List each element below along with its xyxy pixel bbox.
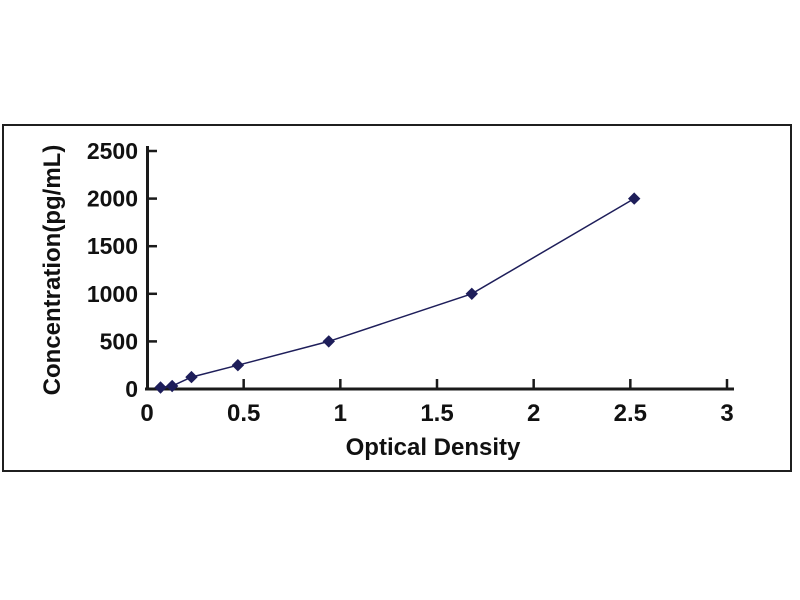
data-point-marker: [627, 192, 641, 205]
x-tick-label: 0: [140, 400, 153, 427]
x-tick-label: 3: [720, 400, 733, 427]
x-tick-label: 1: [334, 400, 347, 427]
chart-frame: [2, 124, 792, 472]
data-point-marker: [465, 287, 479, 301]
data-point-marker: [322, 335, 335, 348]
y-tick-label: 0: [125, 376, 138, 402]
y-tick-label: 1000: [87, 281, 138, 307]
data-point-marker: [154, 381, 167, 394]
y-tick-label: 1500: [87, 233, 138, 259]
x-tick-label: 2.5: [614, 400, 647, 427]
data-point-marker: [231, 358, 245, 372]
y-tick-label: 500: [100, 328, 138, 354]
y-axis-title: Concentration(pg/mL): [39, 144, 66, 396]
x-tick-label: 2: [527, 400, 540, 427]
data-point-marker: [165, 379, 179, 393]
x-tick-label: 0.5: [227, 400, 260, 427]
x-tick-label: 1.5: [420, 400, 453, 427]
y-tick-label: 2000: [87, 186, 138, 212]
series-line: [160, 197, 635, 389]
x-axis-title: Optical Density: [345, 434, 521, 461]
y-tick-label: 2500: [87, 138, 138, 164]
data-point-marker: [185, 370, 198, 384]
